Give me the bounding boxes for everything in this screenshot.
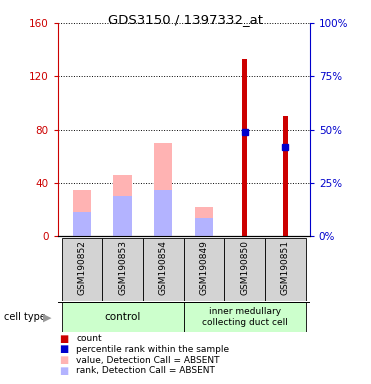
- Text: GSM190849: GSM190849: [200, 240, 209, 295]
- Text: GSM190854: GSM190854: [159, 240, 168, 295]
- Text: GSM190851: GSM190851: [281, 240, 290, 295]
- Bar: [73, 212, 91, 236]
- Text: inner medullary
collecting duct cell: inner medullary collecting duct cell: [202, 307, 288, 327]
- Text: GSM190850: GSM190850: [240, 240, 249, 295]
- Bar: [195, 207, 213, 236]
- Text: ■: ■: [59, 355, 69, 365]
- Text: control: control: [104, 312, 141, 322]
- Text: count: count: [76, 334, 102, 343]
- Text: percentile rank within the sample: percentile rank within the sample: [76, 345, 229, 354]
- Bar: [265, 238, 306, 301]
- Bar: [114, 196, 132, 236]
- Bar: [62, 302, 184, 332]
- Text: ■: ■: [59, 366, 69, 376]
- Text: GDS3150 / 1397332_at: GDS3150 / 1397332_at: [108, 13, 263, 26]
- Bar: [224, 238, 265, 301]
- Bar: [242, 59, 247, 236]
- Bar: [73, 190, 91, 236]
- Bar: [195, 217, 213, 236]
- Text: ■: ■: [59, 344, 69, 354]
- Bar: [154, 143, 173, 236]
- Bar: [184, 238, 224, 301]
- Text: ▶: ▶: [43, 312, 51, 322]
- Bar: [184, 302, 306, 332]
- Text: ■: ■: [59, 334, 69, 344]
- Bar: [62, 238, 102, 301]
- Text: GSM190853: GSM190853: [118, 240, 127, 295]
- Bar: [114, 175, 132, 236]
- Bar: [283, 116, 288, 236]
- Bar: [154, 190, 173, 236]
- Text: GSM190852: GSM190852: [78, 240, 86, 295]
- Text: rank, Detection Call = ABSENT: rank, Detection Call = ABSENT: [76, 366, 215, 376]
- Text: value, Detection Call = ABSENT: value, Detection Call = ABSENT: [76, 356, 220, 365]
- Bar: [143, 238, 184, 301]
- Bar: [102, 238, 143, 301]
- Text: cell type: cell type: [4, 312, 46, 322]
